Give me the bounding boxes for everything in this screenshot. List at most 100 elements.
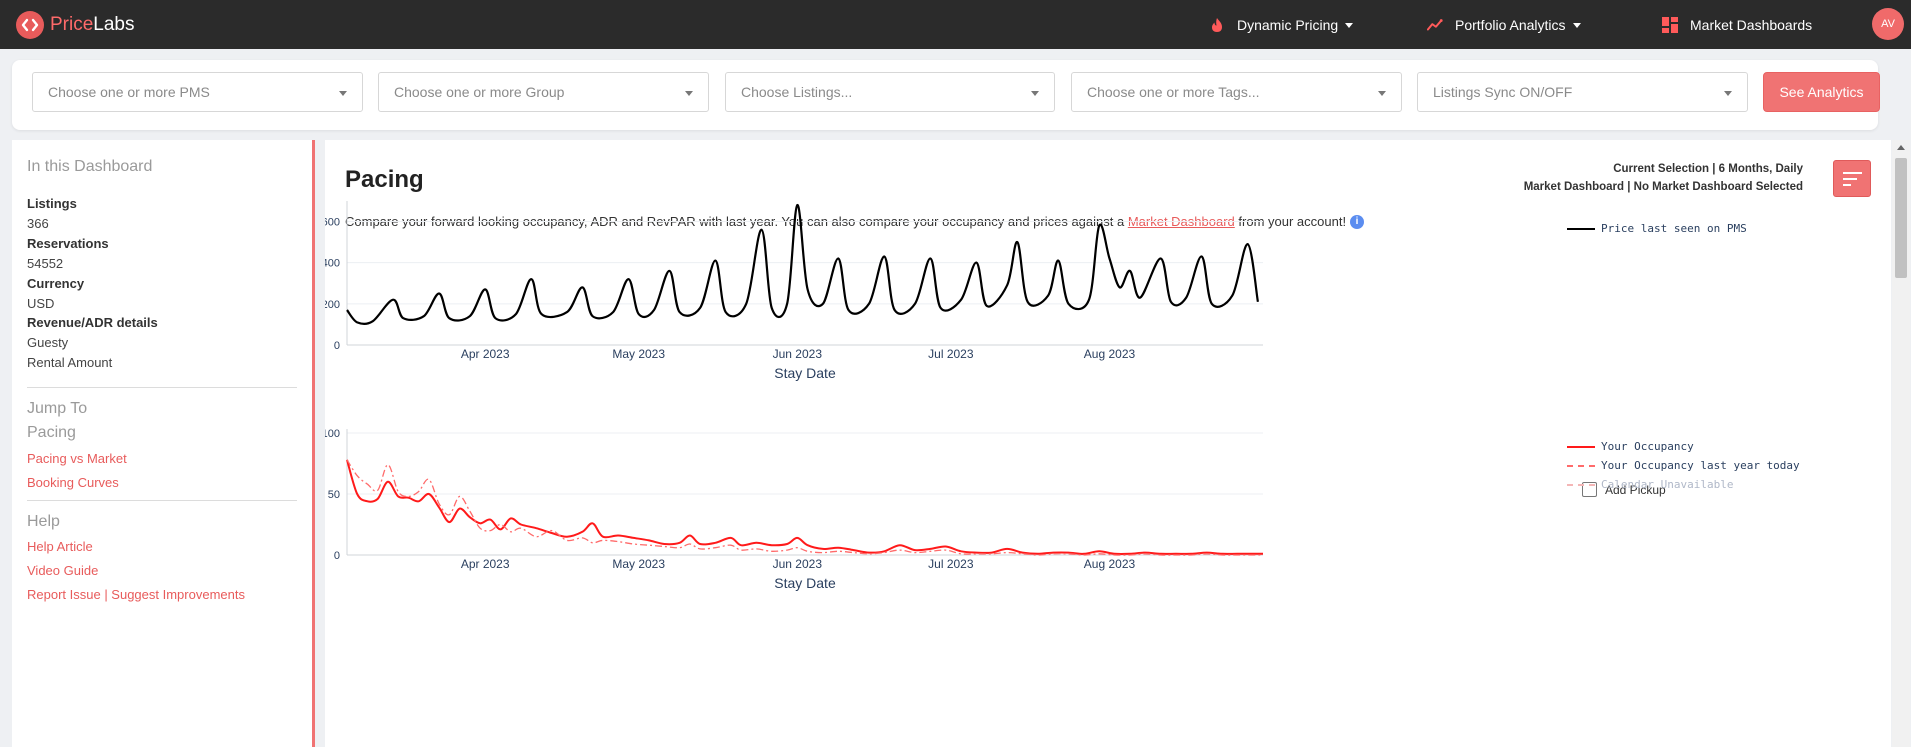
pricelabs-logo[interactable]: PriceLabs — [16, 11, 135, 39]
x-axis-title: Stay Date — [774, 365, 836, 381]
see-analytics-button[interactable]: See Analytics — [1763, 72, 1880, 112]
series-line-price — [346, 203, 1259, 326]
vertical-scrollbar[interactable] — [1892, 140, 1910, 747]
sidebar-link-report-issue[interactable]: Report Issue | Suggest Improvements — [27, 587, 245, 602]
chevron-down-icon — [1345, 23, 1354, 28]
page-title: Pacing — [345, 166, 424, 193]
legend-unavailable[interactable]: Calendar Unavailable — [1567, 478, 1733, 491]
tags-select[interactable]: Choose one or more Tags... — [1071, 72, 1402, 112]
sidebar-divider — [27, 500, 297, 501]
nav-market-dashboards-label: Market Dashboards — [1690, 16, 1813, 33]
x-tick-label: Jul 2023 — [928, 347, 974, 361]
legend-line-dash — [1567, 483, 1595, 486]
pms-select[interactable]: Choose one or more PMS — [32, 72, 363, 112]
dashboard-sidebar: In this Dashboard Listings 366 Reservati… — [12, 140, 315, 747]
legend-occupancy-ly[interactable]: Your Occupancy last year today — [1567, 459, 1800, 472]
y-tick-label: 200 — [325, 299, 340, 311]
y-tick-label: 0 — [334, 550, 340, 562]
jump-heading: Jump To — [27, 400, 88, 417]
sidebar-link-pacing-vs-market[interactable]: Pacing vs Market — [27, 451, 127, 466]
sidebar-link-video-guide[interactable]: Video Guide — [27, 563, 99, 578]
brand-name: PriceLabs — [50, 14, 135, 36]
user-avatar[interactable]: AV — [1872, 8, 1904, 40]
legend-line-solid — [1567, 227, 1595, 230]
dashboard-icon — [1662, 16, 1678, 33]
revenue-type: Rental Amount — [27, 355, 113, 370]
selection-info: Current Selection | 6 Months, Daily Mark… — [1524, 160, 1803, 196]
y-tick-label: 100 — [325, 428, 340, 440]
nav-dynamic-pricing-label: Dynamic Pricing — [1237, 16, 1339, 33]
legend-unavailable-label: Calendar Unavailable — [1601, 478, 1734, 491]
legend-price-label: Price last seen on PMS — [1601, 222, 1747, 235]
market-dashboard-selection: Market Dashboard | No Market Dashboard S… — [1523, 181, 1803, 193]
pacing-panel: Pacing Current Selection | 6 Months, Dai… — [325, 140, 1891, 747]
logo-icon — [16, 11, 44, 39]
brand-price: Price — [50, 14, 94, 35]
pacing-charts: 0 200 400 600 Apr 2023 May 2023 Jun 2023 Jul 20… — [325, 201, 1263, 591]
sidebar-link-help-article[interactable]: Help Article — [27, 539, 93, 554]
sync-select[interactable]: Listings Sync ON/OFF — [1417, 72, 1748, 112]
sidebar-link-booking-curves[interactable]: Booking Curves — [27, 475, 119, 490]
help-heading: Help — [27, 513, 60, 530]
group-select-placeholder: Choose one or more Group — [394, 84, 565, 100]
nav-dynamic-pricing[interactable]: Dynamic Pricing — [1209, 0, 1354, 49]
legend-line-solid — [1567, 445, 1595, 448]
group-select[interactable]: Choose one or more Group — [378, 72, 709, 112]
scrollbar-thumb[interactable] — [1895, 158, 1907, 278]
series-line-occupancy-last-year — [346, 459, 1263, 556]
filter-bar: Choose one or more PMS Choose one or mor… — [12, 60, 1880, 130]
sync-select-placeholder: Listings Sync ON/OFF — [1433, 84, 1573, 100]
chevron-down-icon — [339, 91, 347, 96]
add-pickup-label: Add Pickup — [1605, 482, 1666, 497]
legend-occupancy[interactable]: Your Occupancy — [1567, 440, 1694, 453]
x-tick-label: Aug 2023 — [1084, 347, 1136, 361]
x-tick-label: May 2023 — [612, 347, 665, 361]
chevron-down-icon — [1378, 91, 1386, 96]
chevron-down-icon — [685, 91, 693, 96]
current-selection: Current Selection | 6 Months, Daily — [1613, 163, 1803, 175]
trend-icon — [1427, 17, 1443, 33]
brand-labs: Labs — [93, 14, 135, 35]
sidebar-divider — [27, 387, 297, 388]
legend-occupancy-ly-label: Your Occupancy last year today — [1601, 459, 1800, 472]
listings-select[interactable]: Choose Listings... — [725, 72, 1055, 112]
scroll-up-arrow-icon[interactable] — [1897, 145, 1905, 150]
y-tick-label: 0 — [334, 340, 340, 352]
tags-select-placeholder: Choose one or more Tags... — [1087, 84, 1260, 100]
chevron-down-icon — [1572, 23, 1581, 28]
revenue-source: Guesty — [27, 335, 69, 350]
currency-value: USD — [27, 296, 55, 311]
currency-label: Currency — [27, 276, 85, 291]
description-text-end: from your account! — [1234, 214, 1347, 229]
x-tick-label: May 2023 — [612, 557, 665, 571]
revenue-label: Revenue/ADR details — [27, 315, 158, 330]
x-tick-label: Apr 2023 — [461, 347, 510, 361]
jump-current: Pacing — [27, 424, 76, 441]
chevron-down-icon — [1724, 91, 1732, 96]
pms-select-placeholder: Choose one or more PMS — [48, 84, 210, 100]
y-tick-label: 50 — [328, 489, 340, 501]
info-icon[interactable]: i — [1350, 215, 1365, 229]
flame-icon — [1209, 17, 1225, 33]
x-tick-label: Apr 2023 — [461, 557, 510, 571]
legend-occupancy-label: Your Occupancy — [1601, 440, 1694, 453]
x-tick-label: Jun 2023 — [773, 347, 823, 361]
x-tick-label: Jun 2023 — [773, 557, 823, 571]
nav-portfolio-analytics[interactable]: Portfolio Analytics — [1427, 0, 1581, 49]
listings-label: Listings — [27, 196, 77, 211]
add-pickup-checkbox[interactable] — [1582, 482, 1597, 497]
options-menu-button[interactable] — [1833, 160, 1871, 197]
top-navbar: PriceLabs Dynamic Pricing Portfolio Anal… — [0, 0, 1911, 49]
series-line-occupancy — [346, 459, 1263, 556]
y-tick-label: 600 — [325, 216, 340, 228]
listings-select-placeholder: Choose Listings... — [741, 84, 853, 100]
listings-value: 366 — [27, 216, 49, 231]
legend-price[interactable]: Price last seen on PMS — [1567, 222, 1747, 235]
x-tick-label: Aug 2023 — [1084, 557, 1136, 571]
nav-market-dashboards[interactable]: Market Dashboards — [1662, 0, 1812, 49]
menu-icon — [1843, 172, 1862, 174]
chevron-down-icon — [1031, 91, 1039, 96]
reservations-label: Reservations — [27, 236, 109, 251]
menu-icon-bar — [1843, 178, 1857, 180]
add-pickup-toggle[interactable]: Add Pickup — [1582, 482, 1666, 497]
